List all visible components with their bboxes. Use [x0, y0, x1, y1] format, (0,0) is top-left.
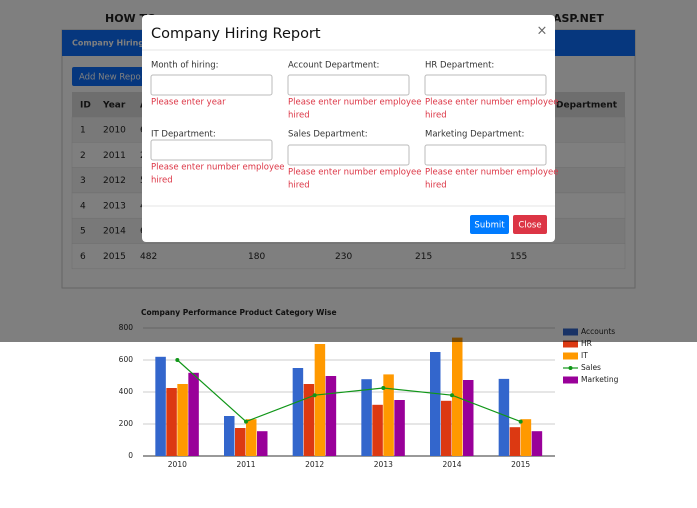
bar	[155, 356, 166, 456]
text-input[interactable]	[287, 74, 410, 96]
y-tick-label: 0	[128, 451, 133, 460]
line-series	[176, 359, 521, 423]
field-error: hired	[151, 176, 173, 186]
line-point	[244, 419, 248, 424]
field-error: hired	[288, 111, 310, 121]
text-input[interactable]	[424, 74, 547, 96]
legend-label: IT	[581, 351, 588, 360]
field-error: hired	[425, 181, 447, 191]
field-label: Account Department:	[288, 61, 379, 71]
bar	[463, 380, 474, 456]
field-label: HR Department:	[425, 61, 494, 71]
field-label: Month of hiring:	[151, 61, 219, 71]
bar	[520, 419, 532, 456]
bar	[361, 379, 372, 456]
text-input[interactable]	[287, 144, 410, 166]
line-point	[450, 393, 454, 398]
legend-label: Marketing	[581, 375, 619, 384]
bar	[235, 428, 246, 456]
bar	[303, 384, 315, 456]
x-tick-label: 2010	[168, 460, 187, 469]
legend-swatch	[563, 352, 578, 360]
y-tick-label: 200	[119, 419, 134, 428]
bar	[383, 374, 394, 456]
button-label: Submit	[474, 221, 505, 231]
bar	[224, 416, 235, 456]
bar	[441, 400, 452, 456]
bar	[372, 404, 383, 456]
line-point	[381, 386, 386, 390]
bar	[177, 384, 188, 456]
line-point	[518, 419, 523, 424]
y-tick-label: 600	[119, 355, 134, 364]
bar	[394, 400, 405, 456]
y-tick-label: 400	[119, 387, 134, 396]
bar	[509, 427, 521, 456]
legend-label: HR	[581, 339, 592, 348]
bar	[314, 344, 326, 456]
field-label: Sales Department:	[288, 130, 368, 140]
text-input[interactable]	[424, 144, 547, 166]
modal-title: Company Hiring Report	[151, 26, 321, 42]
field-error: Please enter number employee	[425, 168, 559, 178]
button[interactable]	[470, 215, 509, 234]
bar	[257, 431, 268, 456]
field-error: Please enter number employee	[151, 163, 285, 173]
field-error: Please enter number employee	[425, 98, 559, 108]
bar	[166, 388, 177, 456]
legend-swatch	[563, 376, 578, 384]
bar	[498, 378, 510, 456]
x-tick-label: 2015	[511, 460, 530, 469]
x-tick-label: 2014	[442, 460, 461, 469]
field-error: Please enter number employee	[288, 98, 422, 108]
x-tick-label: 2013	[374, 460, 393, 469]
field-error: hired	[425, 111, 447, 121]
bar	[325, 376, 337, 456]
legend-swatch	[563, 340, 578, 348]
bar	[430, 352, 441, 456]
line-point	[175, 358, 180, 362]
button-label: Close	[518, 221, 541, 231]
x-tick-label: 2011	[236, 460, 255, 469]
bar	[292, 368, 304, 456]
bar	[188, 372, 199, 456]
bar	[531, 431, 543, 456]
legend-label: Sales	[581, 363, 601, 372]
bar	[246, 419, 257, 456]
modal-close[interactable]: ×	[537, 24, 548, 39]
modal	[142, 15, 555, 242]
field-label: IT Department:	[151, 130, 216, 140]
line-point	[312, 393, 317, 398]
legend-swatch	[568, 366, 573, 370]
text-input[interactable]	[150, 139, 273, 161]
field-error: Please enter year	[151, 98, 226, 108]
field-error: Please enter number employee	[288, 168, 422, 178]
text-input[interactable]	[150, 74, 273, 96]
field-label: Marketing Department:	[425, 130, 524, 140]
x-tick-label: 2012	[305, 460, 324, 469]
button[interactable]	[513, 215, 547, 234]
field-error: hired	[288, 181, 310, 191]
